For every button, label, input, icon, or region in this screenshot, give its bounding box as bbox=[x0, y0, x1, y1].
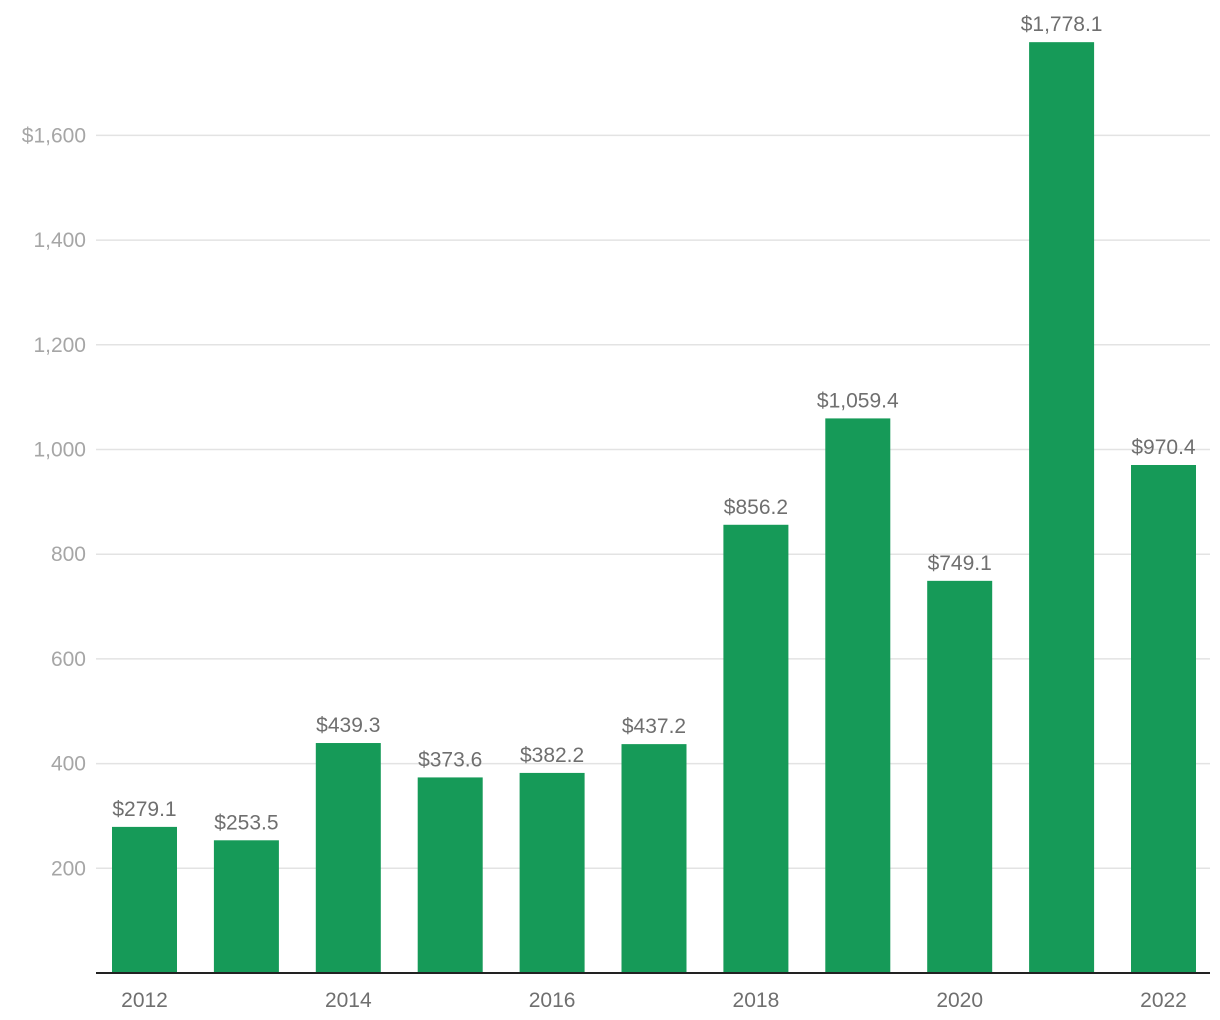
data-label-2017: $437.2 bbox=[622, 715, 686, 738]
y-tick-label: 1,400 bbox=[33, 229, 86, 252]
x-axis-labels: 2012 2014 2016 2018 2020 2022 bbox=[121, 989, 1187, 1012]
bar-2013 bbox=[213, 840, 279, 973]
bar-2017 bbox=[621, 744, 687, 973]
data-label-2015: $373.6 bbox=[418, 748, 482, 771]
y-tick-label: $1,600 bbox=[22, 124, 86, 147]
bar-2020 bbox=[927, 580, 993, 973]
bar-2018 bbox=[723, 524, 789, 973]
y-tick-label: 1,000 bbox=[33, 439, 86, 462]
gridlines bbox=[96, 134, 1210, 870]
data-label-2020: $749.1 bbox=[928, 552, 992, 575]
y-tick-label: 200 bbox=[51, 857, 86, 880]
x-tick-label: 2020 bbox=[936, 989, 983, 1012]
bars bbox=[112, 42, 1196, 973]
x-tick-label: 2014 bbox=[325, 989, 372, 1012]
y-tick-label: 600 bbox=[51, 648, 86, 671]
data-label-2018: $856.2 bbox=[724, 496, 788, 519]
bar-2019 bbox=[825, 418, 891, 973]
x-tick-label: 2018 bbox=[733, 989, 780, 1012]
bar-2015 bbox=[417, 777, 483, 973]
y-tick-label: 800 bbox=[51, 543, 86, 566]
y-axis-labels: 200 400 600 800 1,000 1,200 1,400 $1,600 bbox=[22, 124, 86, 880]
data-label-2022: $970.4 bbox=[1131, 436, 1196, 459]
x-tick-label: 2016 bbox=[529, 989, 576, 1012]
data-label-2013: $253.5 bbox=[214, 811, 278, 834]
data-label-2021: $1,778.1 bbox=[1021, 13, 1103, 36]
y-tick-label: 1,200 bbox=[33, 334, 86, 357]
data-labels: $279.1 $253.5 $439.3 $373.6 $382.2 $437.2 $856… bbox=[112, 13, 1196, 834]
data-label-2019: $1,059.4 bbox=[817, 389, 899, 412]
y-tick-label: 400 bbox=[51, 753, 86, 776]
bar-2012 bbox=[112, 826, 177, 973]
bar-2014 bbox=[315, 743, 381, 973]
bar-2021 bbox=[1029, 42, 1095, 973]
x-tick-label: 2012 bbox=[121, 989, 168, 1012]
x-tick-label: 2022 bbox=[1140, 989, 1187, 1012]
data-label-2014: $439.3 bbox=[316, 714, 380, 737]
bar-2022 bbox=[1131, 464, 1196, 973]
bar-2016 bbox=[519, 772, 585, 973]
data-label-2012: $279.1 bbox=[112, 798, 176, 821]
data-label-2016: $382.2 bbox=[520, 744, 584, 767]
